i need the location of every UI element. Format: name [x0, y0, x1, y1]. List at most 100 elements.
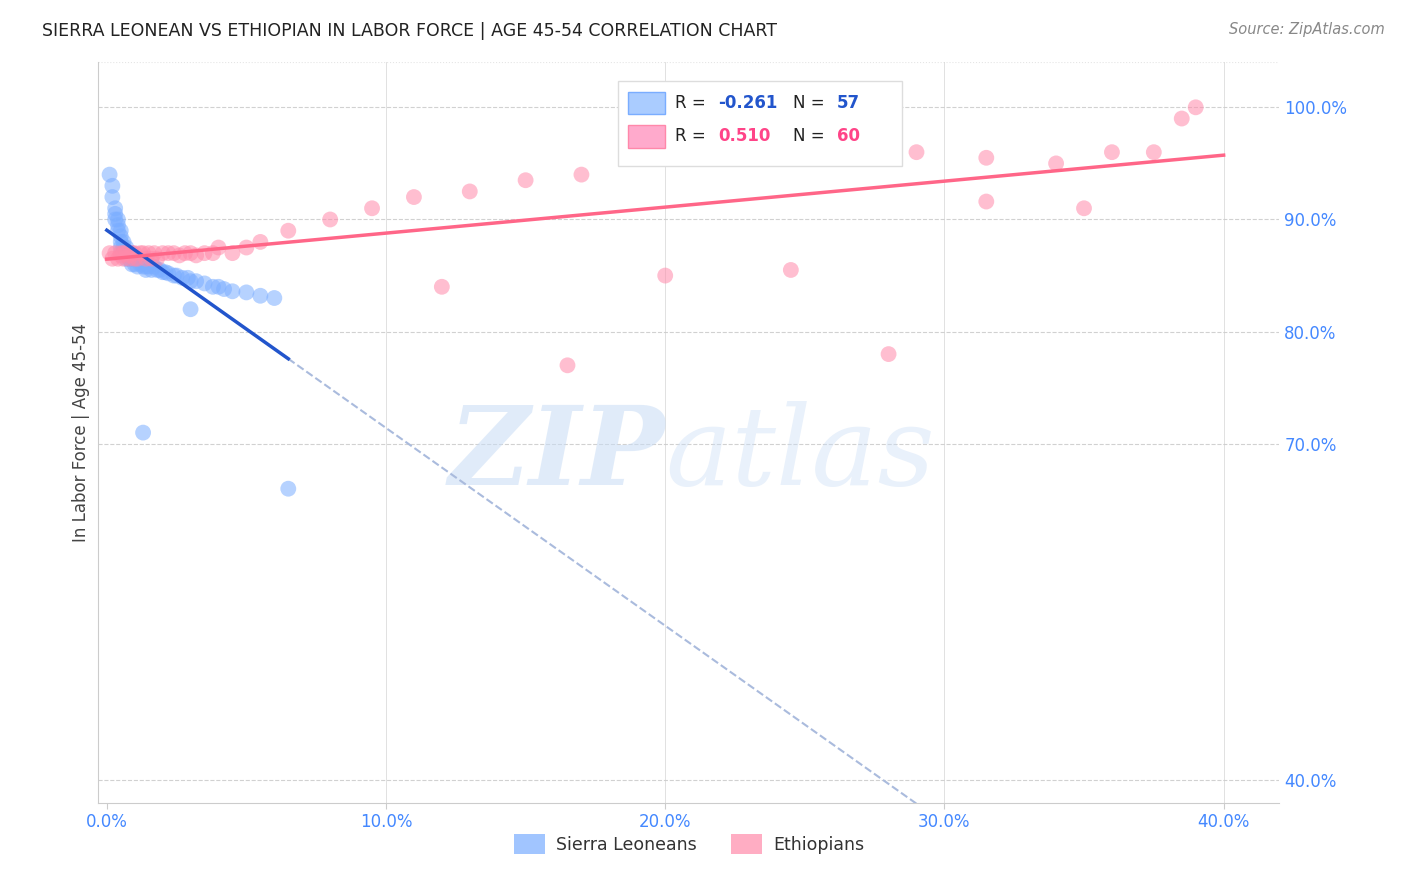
Point	[115, 246, 138, 260]
Point	[249, 289, 271, 303]
Point	[138, 246, 160, 260]
Point	[157, 266, 180, 280]
Point	[141, 252, 163, 266]
Point	[974, 194, 997, 209]
Text: ZIP: ZIP	[449, 401, 665, 508]
Point	[110, 248, 132, 262]
Text: R =: R =	[675, 128, 711, 145]
Point	[235, 285, 257, 300]
Point	[458, 185, 481, 199]
Point	[172, 270, 194, 285]
Point	[132, 425, 155, 440]
Point	[207, 240, 229, 255]
Point	[110, 246, 132, 260]
Point	[1101, 145, 1123, 160]
Point	[98, 246, 121, 260]
Point	[277, 224, 299, 238]
Point	[235, 240, 257, 255]
Point	[201, 246, 224, 260]
Y-axis label: In Labor Force | Age 45-54: In Labor Force | Age 45-54	[72, 323, 90, 542]
Point	[104, 207, 127, 221]
Point	[180, 274, 202, 288]
Point	[112, 246, 135, 260]
Point	[143, 260, 166, 274]
Point	[766, 134, 789, 148]
Point	[249, 235, 271, 249]
Point	[135, 260, 157, 274]
Point	[132, 260, 155, 274]
Text: N =: N =	[793, 128, 830, 145]
Point	[905, 145, 928, 160]
Point	[193, 277, 215, 291]
Point	[263, 291, 285, 305]
FancyBboxPatch shape	[627, 92, 665, 114]
Point	[146, 263, 169, 277]
Point	[121, 257, 143, 271]
Point	[221, 246, 243, 260]
Point	[124, 257, 146, 271]
Point	[221, 285, 243, 299]
Legend: Sierra Leoneans, Ethiopians: Sierra Leoneans, Ethiopians	[508, 827, 870, 861]
Point	[163, 268, 186, 283]
Point	[186, 248, 208, 262]
Point	[118, 252, 141, 266]
Point	[129, 257, 152, 271]
Point	[835, 139, 858, 153]
Point	[571, 168, 593, 182]
Point	[118, 246, 141, 260]
Point	[155, 265, 177, 279]
Point	[115, 246, 138, 260]
Point	[112, 235, 135, 249]
Point	[626, 151, 648, 165]
Text: 60: 60	[837, 128, 859, 145]
Point	[177, 270, 200, 285]
Point	[110, 235, 132, 249]
Point	[152, 265, 174, 279]
Point	[1143, 145, 1166, 160]
Point	[112, 246, 135, 260]
Point	[104, 201, 127, 215]
Point	[212, 282, 235, 296]
Point	[104, 246, 127, 260]
Point	[110, 240, 132, 255]
Point	[1170, 112, 1192, 126]
Point	[174, 246, 197, 260]
Point	[169, 248, 191, 262]
Point	[104, 212, 127, 227]
Point	[135, 263, 157, 277]
Point	[138, 260, 160, 274]
Point	[180, 246, 202, 260]
Point	[118, 252, 141, 266]
Point	[115, 252, 138, 266]
Point	[141, 263, 163, 277]
Point	[121, 246, 143, 260]
Point	[98, 168, 121, 182]
Point	[115, 240, 138, 255]
Point	[1073, 201, 1095, 215]
Point	[101, 178, 124, 193]
Text: -0.261: -0.261	[718, 95, 778, 112]
Point	[135, 252, 157, 266]
Point	[107, 212, 129, 227]
Point	[974, 151, 997, 165]
Point	[124, 252, 146, 266]
Point	[779, 263, 801, 277]
Point	[127, 260, 149, 274]
Point	[124, 246, 146, 260]
Point	[152, 246, 174, 260]
Point	[101, 252, 124, 266]
Point	[107, 252, 129, 266]
Point	[430, 280, 453, 294]
Point	[277, 482, 299, 496]
Point	[696, 145, 718, 160]
Point	[112, 240, 135, 255]
Point	[132, 246, 155, 260]
Point	[121, 246, 143, 260]
Point	[163, 246, 186, 260]
Point	[201, 280, 224, 294]
Point	[166, 268, 188, 283]
Point	[180, 302, 202, 317]
Point	[361, 201, 384, 215]
Point	[157, 246, 180, 260]
Point	[515, 173, 537, 187]
